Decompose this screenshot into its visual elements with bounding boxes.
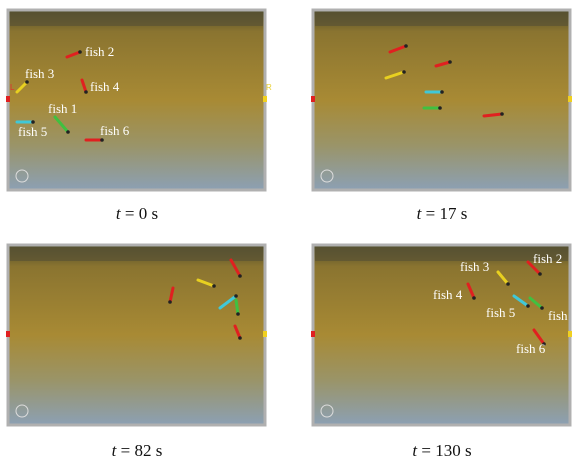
fish-head: [168, 300, 172, 304]
fish-label: fish 3: [460, 259, 489, 274]
marker: L: [10, 83, 15, 92]
video-frame: [8, 245, 265, 425]
fish-label: fish 4: [90, 79, 120, 94]
side-marker: [568, 96, 572, 102]
fish-head: [238, 274, 242, 278]
caption-text: = 0 s: [121, 204, 158, 223]
fish-label: fish 2: [533, 251, 562, 266]
side-marker: [6, 96, 10, 102]
tree-line: [315, 12, 568, 26]
fish-head: [402, 70, 406, 74]
fish-head: [100, 138, 104, 142]
caption-text: = 130 s: [417, 441, 471, 460]
side-marker: [568, 331, 572, 337]
fish-head: [540, 306, 544, 310]
marker: R: [266, 83, 272, 92]
caption: t = 82 s: [112, 441, 163, 460]
video-frame: [313, 245, 570, 425]
fish-head: [66, 130, 70, 134]
caption: t = 0 s: [116, 204, 158, 223]
fish-head: [448, 60, 452, 64]
side-marker: [6, 331, 10, 337]
fish-head: [238, 336, 242, 340]
fish-label: fish 6: [100, 123, 130, 138]
fish: [236, 300, 238, 314]
fish-head: [236, 312, 240, 316]
fish-label: fish 5: [18, 124, 47, 139]
caption: t = 130 s: [412, 441, 471, 460]
fish-label: fish 6: [516, 341, 546, 356]
fish-label: fish 4: [433, 287, 463, 302]
fish-label: fish 1: [48, 101, 77, 116]
fish-head: [78, 50, 82, 54]
fish-head: [500, 112, 504, 116]
fish-label: fish 1: [548, 308, 573, 323]
fish-head: [538, 272, 542, 276]
fish-label: fish 2: [85, 44, 114, 59]
figure: fish 1 fish 2 fish 3 fish 4 fish 5 fish …: [0, 0, 573, 464]
caption: t = 17 s: [417, 204, 468, 223]
fish-head: [234, 294, 238, 298]
fish-head: [506, 282, 510, 286]
side-marker: [311, 96, 315, 102]
side-marker: [263, 96, 267, 102]
fish-head: [212, 284, 216, 288]
fish-label: fish 3: [25, 66, 54, 81]
fish-head: [84, 90, 88, 94]
fish-head: [472, 296, 476, 300]
tree-line: [10, 12, 263, 26]
fish-head: [404, 44, 408, 48]
side-marker: [311, 331, 315, 337]
tree-line: [10, 247, 263, 261]
caption-text: = 17 s: [421, 204, 467, 223]
side-marker: [263, 331, 267, 337]
fish-head: [526, 304, 530, 308]
video-frame: [313, 10, 570, 190]
video-frame: [8, 10, 265, 190]
fish-label: fish 5: [486, 305, 515, 320]
tree-line: [315, 247, 568, 261]
fish-head: [438, 106, 442, 110]
fish: [484, 114, 502, 116]
fish-head: [440, 90, 444, 94]
caption-text: = 82 s: [116, 441, 162, 460]
